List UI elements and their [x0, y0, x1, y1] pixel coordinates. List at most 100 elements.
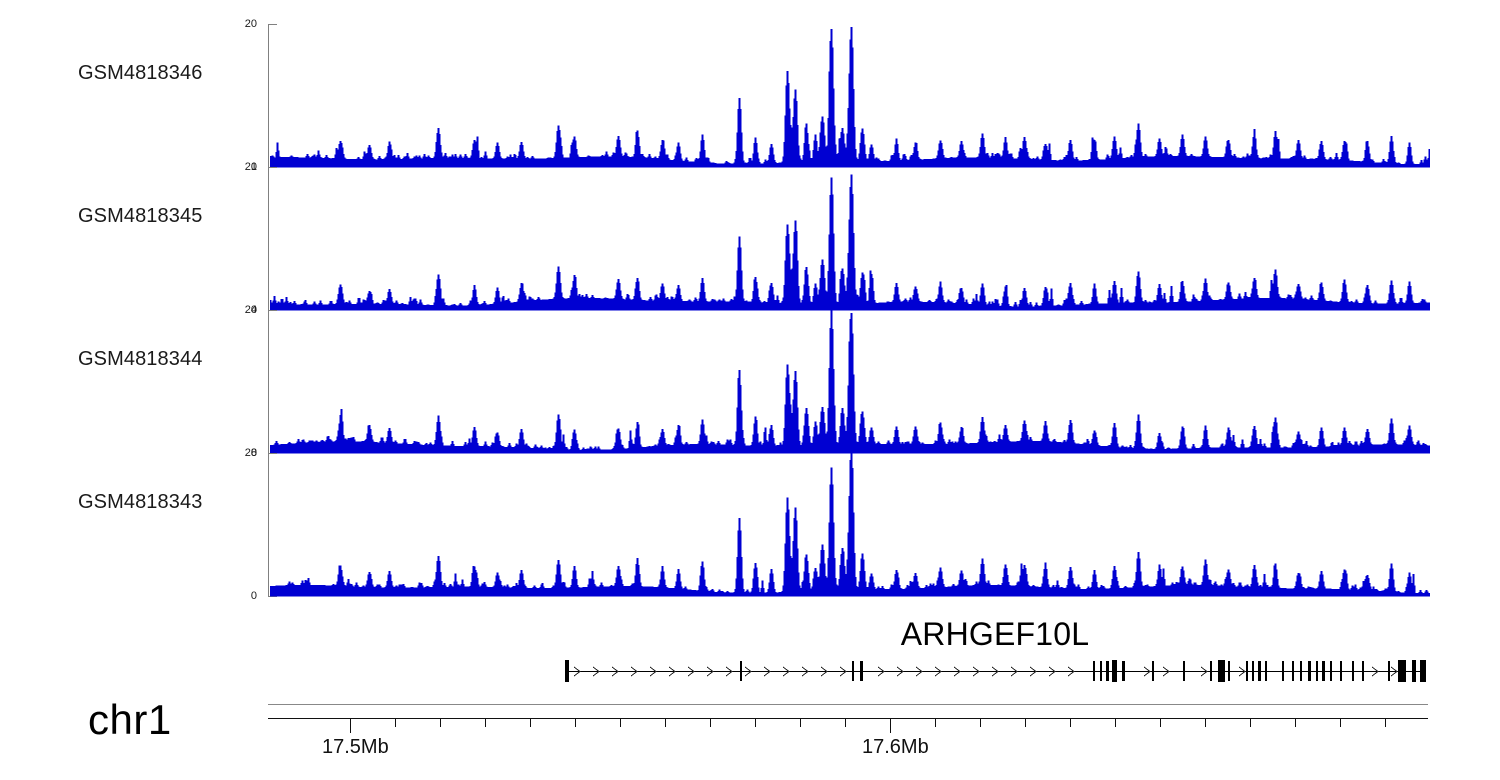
gene-name-label: ARHGEF10L	[900, 616, 1090, 652]
coordinate-minor-tick	[485, 719, 486, 727]
coordinate-minor-tick	[665, 719, 666, 727]
strand-arrow-icon	[687, 666, 695, 677]
gene-exon	[1412, 660, 1416, 682]
coverage-plot[interactable]	[270, 453, 1430, 597]
coordinate-minor-tick	[1385, 719, 1386, 727]
coverage-plot[interactable]	[270, 167, 1430, 311]
track-gsm4818345[interactable]: GSM4818345 21 0	[0, 162, 1500, 316]
strand-arrow-icon	[782, 666, 790, 677]
y-axis-min-label: 0	[250, 447, 257, 459]
strand-arrow-icon	[1067, 666, 1075, 677]
coordinate-major-tick	[890, 719, 891, 733]
coverage-plot[interactable]	[270, 24, 1430, 168]
coverage-area	[270, 453, 1430, 597]
coordinate-minor-tick	[845, 719, 846, 727]
gene-exon	[1152, 661, 1154, 681]
gene-exon	[1218, 660, 1225, 682]
track-gsm4818343[interactable]: GSM4818343 28 0	[0, 448, 1500, 602]
y-axis: 20 0	[245, 19, 277, 173]
strand-arrow-icon	[1010, 666, 1018, 677]
track-label: GSM4818346	[78, 61, 203, 84]
gene-model[interactable]	[0, 654, 1500, 693]
y-axis-tick-max	[268, 24, 277, 25]
coordinate-minor-tick	[800, 719, 801, 727]
coordinate-minor-tick	[1070, 719, 1071, 727]
chromosome-ideogram-line	[268, 704, 1428, 705]
coordinate-ruler-line	[268, 718, 1428, 719]
strand-arrow-icon	[991, 666, 999, 677]
coordinate-ruler[interactable]	[0, 698, 1500, 743]
gene-exon	[1388, 661, 1390, 681]
track-gsm4818344[interactable]: GSM4818344 24 0	[0, 305, 1500, 459]
strand-arrow-icon	[1200, 666, 1208, 677]
track-label: GSM4818343	[78, 490, 203, 513]
y-axis-tick-max	[268, 310, 277, 311]
gene-exon	[1300, 661, 1302, 681]
strand-arrow-icon	[896, 666, 904, 677]
y-axis-tick-max	[268, 167, 277, 168]
gene-exon	[1308, 661, 1311, 681]
strand-arrow-icon	[611, 666, 619, 677]
strand-arrow-icon	[820, 666, 828, 677]
y-axis-line	[268, 310, 269, 453]
coordinate-minor-tick	[755, 719, 756, 727]
strand-arrow-icon	[1143, 666, 1151, 677]
coordinate-minor-tick	[440, 719, 441, 727]
gene-exon	[1330, 661, 1332, 681]
coordinate-tick-label: 17.6Mb	[861, 736, 929, 758]
gene-exon	[1252, 661, 1254, 681]
coordinate-minor-tick	[1160, 719, 1161, 727]
gene-exon	[1420, 660, 1426, 682]
strand-arrow-icon	[934, 666, 942, 677]
gene-exon	[1398, 660, 1406, 682]
y-axis: 28 0	[245, 448, 277, 602]
coordinate-minor-tick	[1340, 719, 1341, 727]
strand-arrow-icon	[573, 666, 581, 677]
strand-arrow-icon	[649, 666, 657, 677]
coordinate-minor-tick	[980, 719, 981, 727]
y-axis-line	[268, 453, 269, 596]
gene-exon	[1246, 661, 1248, 681]
strand-arrow-icon	[1048, 666, 1056, 677]
coordinate-minor-tick	[1205, 719, 1206, 727]
track-gsm4818346[interactable]: GSM4818346 20 0	[0, 19, 1500, 173]
coverage-area	[270, 310, 1430, 454]
coordinate-major-tick	[350, 719, 351, 733]
strand-arrow-icon	[877, 666, 885, 677]
gene-exon	[852, 661, 854, 681]
gene-exon	[1093, 661, 1095, 681]
coordinate-minor-tick	[710, 719, 711, 727]
y-axis: 24 0	[245, 305, 277, 459]
strand-arrow-icon	[725, 666, 733, 677]
gene-exon	[1106, 661, 1109, 681]
strand-arrow-icon	[972, 666, 980, 677]
gene-exon	[1282, 661, 1284, 681]
coordinate-minor-tick	[1115, 719, 1116, 727]
y-axis-min-label: 0	[250, 304, 257, 316]
coverage-plot[interactable]	[270, 310, 1430, 454]
y-axis-min-label: 0	[250, 590, 257, 602]
strand-arrow-icon	[1371, 666, 1379, 677]
gene-exon	[1265, 661, 1267, 681]
strand-arrow-icon	[630, 666, 638, 677]
gene-exon	[1112, 660, 1117, 682]
y-axis-max-label: 24	[244, 304, 257, 316]
track-label: GSM4818345	[78, 204, 203, 227]
y-axis-line	[268, 167, 269, 310]
coordinate-minor-tick	[395, 719, 396, 727]
coordinate-tick-label: 17.5Mb	[321, 736, 389, 758]
strand-arrow-icon	[1390, 666, 1398, 677]
y-axis-tick-min	[268, 596, 277, 597]
y-axis-line	[268, 24, 269, 167]
coordinate-axis-track: chr1 17.5Mb 17.6Mb	[0, 696, 1500, 780]
gene-exon	[1362, 661, 1364, 681]
strand-arrow-icon	[1029, 666, 1037, 677]
coordinate-minor-tick	[1295, 719, 1296, 727]
gene-annotation-track[interactable]: ARHGEF10L	[0, 616, 1500, 700]
gene-exon	[1340, 661, 1342, 681]
coordinate-minor-tick	[620, 719, 621, 727]
gene-exon	[1316, 661, 1318, 681]
coordinate-minor-tick	[1025, 719, 1026, 727]
gene-exon	[1228, 661, 1230, 681]
